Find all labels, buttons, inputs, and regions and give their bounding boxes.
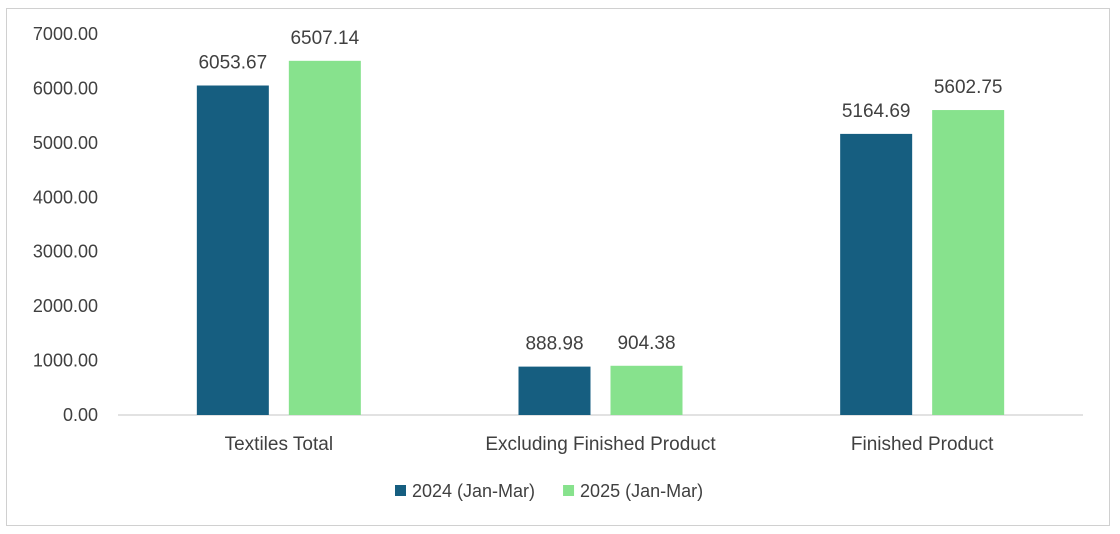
bar [518,366,591,415]
data-label: 888.98 [525,334,583,355]
legend-label: 2024 (Jan-Mar) [412,481,535,501]
category-label: Excluding Finished Product [485,434,716,455]
y-tick-label: 3000.00 [33,242,98,262]
data-label: 6053.67 [198,53,267,74]
bar [932,110,1005,415]
legend-label: 2025 (Jan-Mar) [580,481,703,501]
y-tick-label: 0.00 [63,405,98,425]
category-label: Finished Product [851,434,994,455]
bar [610,365,683,415]
data-label: 5602.75 [934,77,1003,98]
bar [196,85,269,416]
y-axis-ticks: 0.00 1000.00 2000.00 3000.00 4000.00 5000.00 6… [33,24,98,425]
bar [840,133,913,415]
legend-swatch [395,485,406,496]
y-tick-label: 7000.00 [33,24,98,44]
category-labels: Textiles Total Excluding Finished Product… [225,434,995,455]
category-label: Textiles Total [225,434,333,455]
y-tick-label: 2000.00 [33,296,98,316]
data-label: 6507.14 [290,28,359,49]
data-label: 5164.69 [842,101,911,122]
data-label: 904.38 [617,333,675,354]
chart-frame [6,8,1110,526]
bars: 6053.67 6507.14 888.98 904.38 5164.69 5602.75 [196,28,1005,416]
y-tick-label: 1000.00 [33,351,98,371]
legend: 2024 (Jan-Mar) 2025 (Jan-Mar) [395,481,703,501]
y-tick-label: 4000.00 [33,187,98,207]
bar [288,60,361,416]
y-tick-label: 6000.00 [33,78,98,98]
legend-swatch [563,485,575,496]
y-tick-label: 5000.00 [33,133,98,153]
